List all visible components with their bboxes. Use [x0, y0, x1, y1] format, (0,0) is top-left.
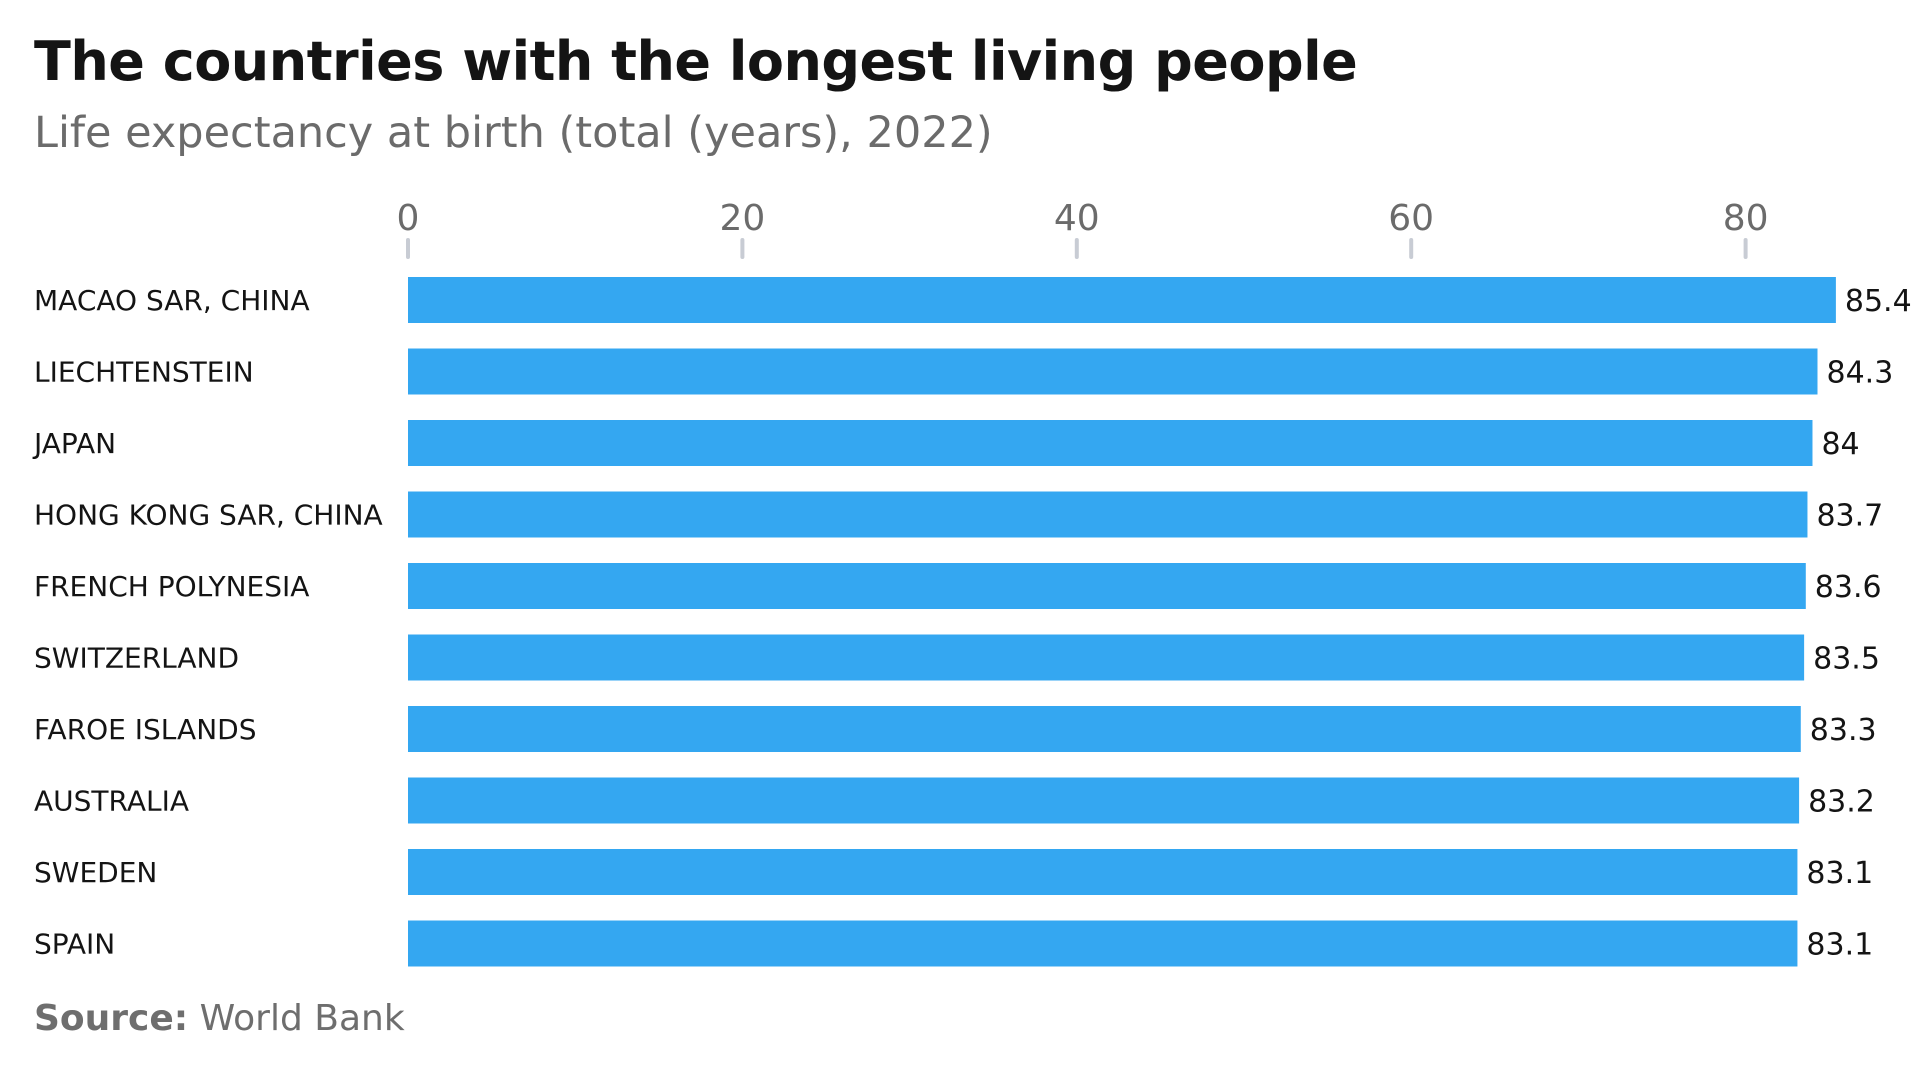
bar	[408, 563, 1806, 609]
source-text: World Bank	[199, 998, 405, 1039]
category-label: MACAO SAR, CHINA	[34, 284, 310, 317]
bar	[408, 706, 1801, 752]
bar	[408, 277, 1836, 323]
category-label: SWEDEN	[34, 856, 157, 889]
bars	[408, 277, 1836, 967]
category-label: AUSTRALIA	[34, 785, 189, 818]
chart-subtitle: Life expectancy at birth (total (years),…	[34, 108, 993, 158]
value-label: 83.6	[1815, 570, 1882, 605]
value-label: 83.1	[1806, 856, 1873, 891]
category-label: HONG KONG SAR, CHINA	[34, 499, 383, 532]
value-labels: 85.4 84.3 84 83.7 83.6 83.5 83.3 83.2 83.1 83.1	[1806, 284, 1911, 963]
value-label: 83.5	[1813, 642, 1880, 677]
x-tick-label: 80	[1723, 198, 1769, 239]
source-note: Source: World Bank	[34, 998, 405, 1039]
chart-title: The countries with the longest living pe…	[34, 30, 1358, 93]
category-label: SPAIN	[34, 928, 115, 961]
source-label: Source:	[34, 998, 189, 1039]
category-label: LIECHTENSTEIN	[34, 356, 254, 389]
value-label: 83.7	[1816, 499, 1883, 534]
value-label: 83.2	[1808, 785, 1875, 820]
bar	[408, 491, 1808, 538]
x-tick-label: 0	[397, 198, 420, 239]
bar	[408, 634, 1805, 681]
category-label: FRENCH POLYNESIA	[34, 570, 309, 603]
category-label: JAPAN	[32, 427, 116, 460]
value-label: 83.1	[1806, 928, 1873, 963]
bar	[408, 777, 1800, 824]
x-axis: 0 20 40 60 80	[397, 198, 1769, 259]
category-label: SWITZERLAND	[34, 642, 239, 675]
x-tick-label: 60	[1388, 198, 1434, 239]
category-labels: MACAO SAR, CHINA LIECHTENSTEIN JAPAN HONG K…	[32, 284, 383, 961]
category-label: FAROE ISLANDS	[34, 713, 256, 746]
bar	[408, 849, 1798, 895]
bar	[408, 420, 1813, 466]
value-label: 84.3	[1826, 356, 1893, 391]
value-label: 84	[1821, 427, 1859, 462]
x-tick-label: 40	[1054, 198, 1100, 239]
bar	[408, 348, 1818, 395]
value-label: 83.3	[1810, 713, 1877, 748]
bar	[408, 920, 1798, 967]
value-label: 85.4	[1845, 284, 1912, 319]
x-tick-label: 20	[719, 198, 765, 239]
